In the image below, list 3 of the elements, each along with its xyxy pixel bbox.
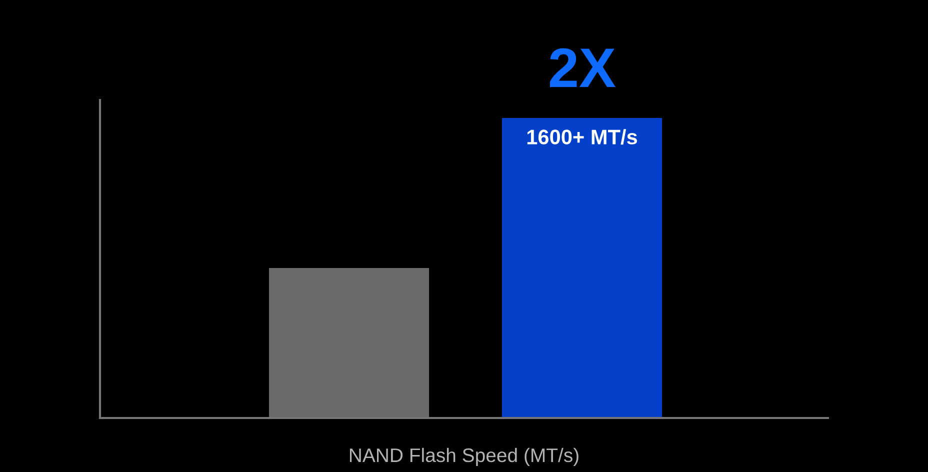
data-label: 1600+ MT/s — [527, 129, 638, 145]
x-axis-title: NAND Flash Speed (MT/s) — [350, 448, 578, 466]
text: 2X — [550, 48, 616, 88]
